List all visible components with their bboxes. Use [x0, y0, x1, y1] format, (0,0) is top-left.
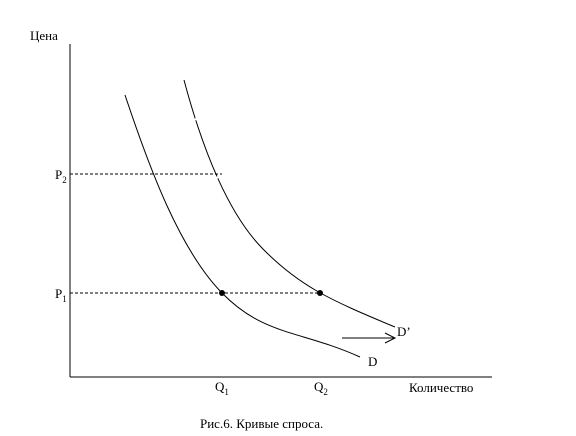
- p1-label: P1: [55, 286, 67, 304]
- shift-arrow-icon: [342, 332, 397, 344]
- x-axis-label: Количество: [409, 380, 473, 395]
- figure-caption: Рис.6. Кривые спроса.: [200, 416, 323, 431]
- p2-label: P2: [55, 167, 67, 185]
- y-axis-label: Цена: [30, 28, 58, 43]
- curve-d-label: D: [368, 354, 377, 369]
- curve-d-shifted-label: D’: [397, 324, 411, 339]
- point-q2-p1: [317, 290, 323, 296]
- point-q1-p1: [219, 290, 225, 296]
- q2-label: Q2: [314, 379, 328, 397]
- demand-curve-d-shifted: [183, 79, 396, 328]
- q1-label: Q1: [215, 379, 229, 397]
- demand-curve-d: [124, 94, 361, 358]
